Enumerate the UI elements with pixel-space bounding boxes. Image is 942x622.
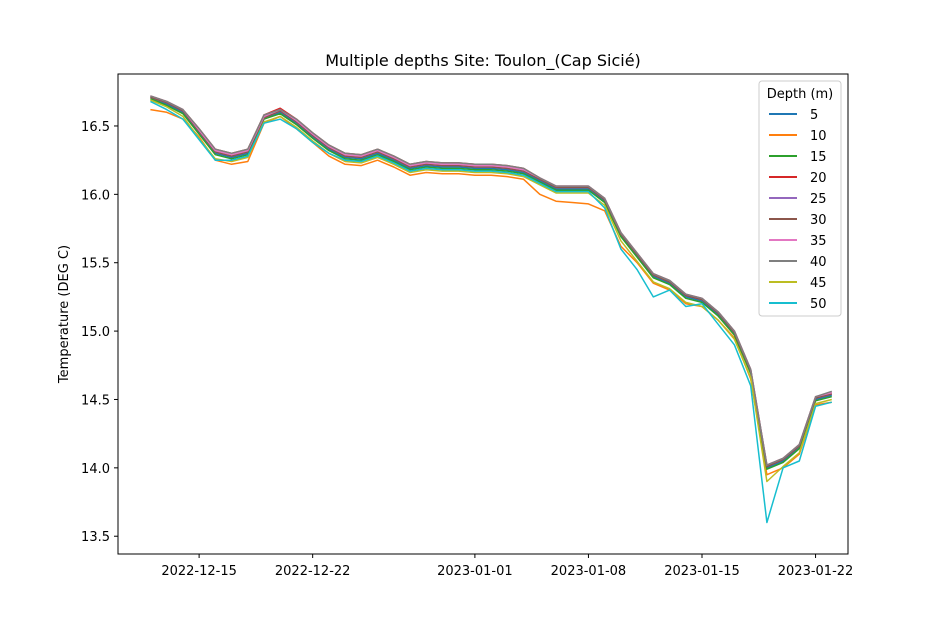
x-axis: 2022-12-15 2022-12-22 2023-01-01 2023-01-08…	[161, 554, 853, 579]
x-tick-label: 2023-01-22	[778, 564, 854, 579]
y-tick-label: 14.0	[81, 462, 110, 477]
x-tick-label: 2023-01-08	[551, 564, 627, 579]
y-tick-label: 15.0	[81, 325, 110, 340]
legend-label-30: 30	[810, 213, 827, 228]
legend-label-50: 50	[810, 297, 827, 312]
x-tick-label: 2023-01-15	[664, 564, 740, 579]
x-tick-label: 2022-12-22	[275, 564, 351, 579]
legend-label-20: 20	[810, 171, 827, 186]
legend-label-40: 40	[810, 255, 827, 270]
plot-frame	[117, 73, 849, 555]
series-line-50	[150, 100, 832, 524]
legend-label-10: 10	[810, 129, 827, 144]
y-tick-label: 16.0	[81, 188, 110, 203]
x-tick-label: 2023-01-01	[437, 564, 513, 579]
legend-label-15: 15	[810, 150, 827, 165]
y-tick-label: 15.5	[81, 257, 110, 272]
y-tick-label: 13.5	[81, 530, 110, 545]
y-axis: 13.5 14.0 14.5 15.0 15.5 16.0 16.5	[81, 120, 118, 545]
series-group	[150, 95, 833, 524]
y-tick-label: 14.5	[81, 393, 110, 408]
legend-title: Depth (m)	[767, 87, 834, 102]
legend-label-25: 25	[810, 192, 827, 207]
legend-box	[758, 80, 842, 317]
legend-label-35: 35	[810, 234, 827, 249]
y-axis-label: Temperature (DEG C)	[57, 245, 72, 384]
series-line-40	[150, 95, 833, 466]
legend-label-5: 5	[810, 108, 818, 123]
legend-label-45: 45	[810, 276, 827, 291]
chart-title: Multiple depths Site: Toulon_(Cap Sicié)	[325, 51, 641, 71]
series-line-45	[150, 99, 832, 483]
x-tick-label: 2022-12-15	[161, 564, 237, 579]
y-tick-label: 16.5	[81, 120, 110, 135]
legend: Depth (m) 5 10 15 20 25 30 35 40 45 50	[758, 80, 842, 317]
